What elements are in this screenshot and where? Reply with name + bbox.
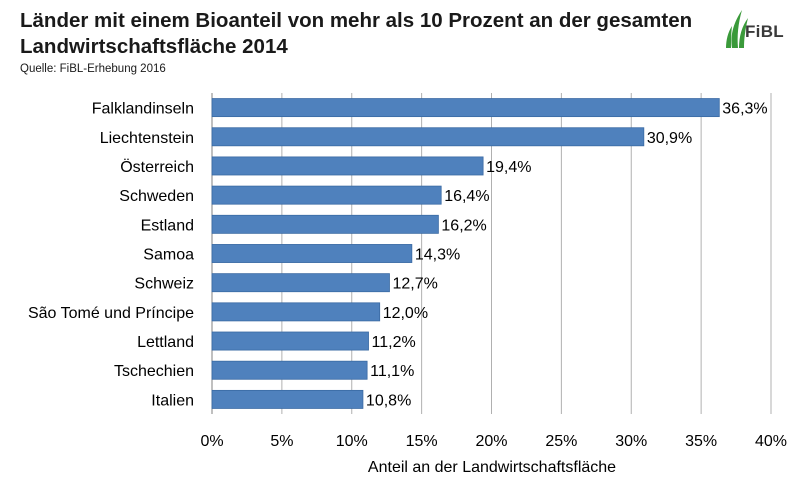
value-label: 16,2%	[441, 217, 486, 234]
value-label: 36,3%	[722, 101, 767, 118]
x-tick-label: 5%	[270, 433, 293, 450]
value-label: 19,4%	[486, 159, 531, 176]
chart-source: Quelle: FiBL-Erhebung 2016	[20, 63, 166, 75]
bar	[211, 98, 720, 118]
x-tick-label: 10%	[336, 433, 368, 450]
x-axis-label: Anteil an der Landwirtschaftsfläche	[368, 459, 616, 476]
x-tick-label: 40%	[755, 433, 787, 450]
x-tick-label: 35%	[685, 433, 717, 450]
category-label: Schweiz	[134, 276, 194, 293]
category-label: Österreich	[120, 158, 194, 176]
category-label: Italien	[151, 392, 194, 409]
value-label: 10,8%	[366, 392, 411, 409]
bar	[211, 389, 364, 409]
fibl-logo-text: FiBL	[745, 22, 784, 41]
bar	[211, 360, 368, 380]
value-label: 30,9%	[647, 130, 692, 147]
value-label: 11,1%	[370, 363, 414, 380]
bar	[211, 127, 645, 147]
value-label: 16,4%	[444, 188, 489, 205]
category-label: São Tomé und Príncipe	[28, 305, 194, 322]
bar	[211, 244, 413, 263]
x-tick-label: 0%	[200, 433, 223, 450]
x-tick-label: 20%	[475, 433, 507, 450]
value-label: 12,0%	[383, 305, 428, 322]
category-label: Samoa	[143, 247, 194, 264]
x-tick-label: 15%	[406, 433, 438, 450]
x-tick-label: 25%	[545, 433, 577, 450]
bar	[211, 185, 442, 205]
bar	[211, 273, 390, 293]
x-tick-label: 30%	[615, 433, 647, 450]
bar	[211, 156, 484, 176]
category-label: Schweden	[119, 188, 194, 205]
chart-title: Länder mit einem Bioanteil von mehr als …	[20, 9, 693, 58]
bar	[211, 214, 439, 234]
value-label: 14,3%	[415, 247, 460, 264]
bar	[211, 331, 369, 351]
fibl-logo-icon	[726, 10, 748, 48]
bar	[211, 302, 381, 322]
category-label: Liechtenstein	[100, 130, 194, 147]
category-label: Estland	[141, 217, 194, 234]
value-label: 11,2%	[372, 334, 416, 351]
category-label: Falklandinseln	[92, 101, 194, 118]
value-label: 12,7%	[392, 276, 437, 293]
category-label: Tschechien	[114, 363, 194, 380]
category-label: Lettland	[137, 334, 194, 351]
